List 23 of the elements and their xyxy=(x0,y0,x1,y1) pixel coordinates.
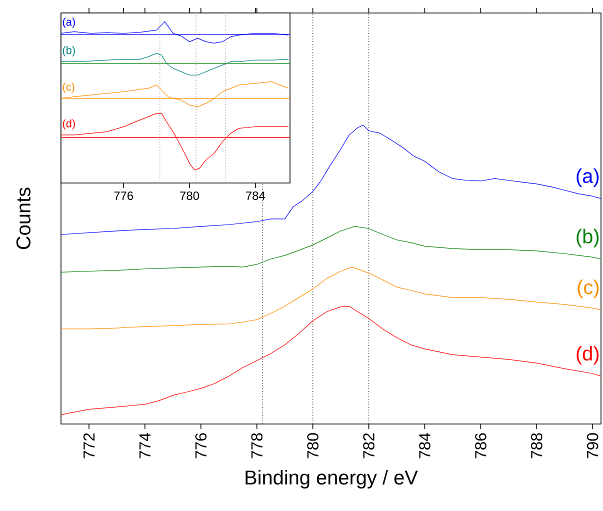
x-tick-label: 786 xyxy=(475,433,486,458)
y-axis-title: Counts xyxy=(16,188,30,250)
series-label: (c) xyxy=(578,280,599,298)
x-tick-label: 784 xyxy=(419,433,430,458)
series-label: (b) xyxy=(576,228,599,248)
x-tick-label: 790 xyxy=(586,433,598,458)
x-tick-label: 784 xyxy=(246,192,266,200)
x-axis-title: Binding energy / eV xyxy=(246,470,418,489)
x-tick-label: 778 xyxy=(251,433,262,458)
x-tick-label: 772 xyxy=(83,433,95,458)
x-tick-label: 782 xyxy=(363,433,374,458)
series-label: (b) xyxy=(62,46,75,56)
x-tick-label: 788 xyxy=(531,433,542,458)
x-tick-label: 774 xyxy=(139,433,150,458)
series-label: (a) xyxy=(62,18,75,28)
series-label: (a) xyxy=(576,168,599,187)
x-tick-label: 776 xyxy=(114,192,134,200)
series-label: (d) xyxy=(62,119,75,130)
x-tick-label: 780 xyxy=(180,192,200,200)
x-tick-label: 780 xyxy=(307,433,318,458)
x-tick-label: 776 xyxy=(195,433,207,458)
series-label: (c) xyxy=(62,82,74,93)
series-label: (d) xyxy=(576,346,599,365)
